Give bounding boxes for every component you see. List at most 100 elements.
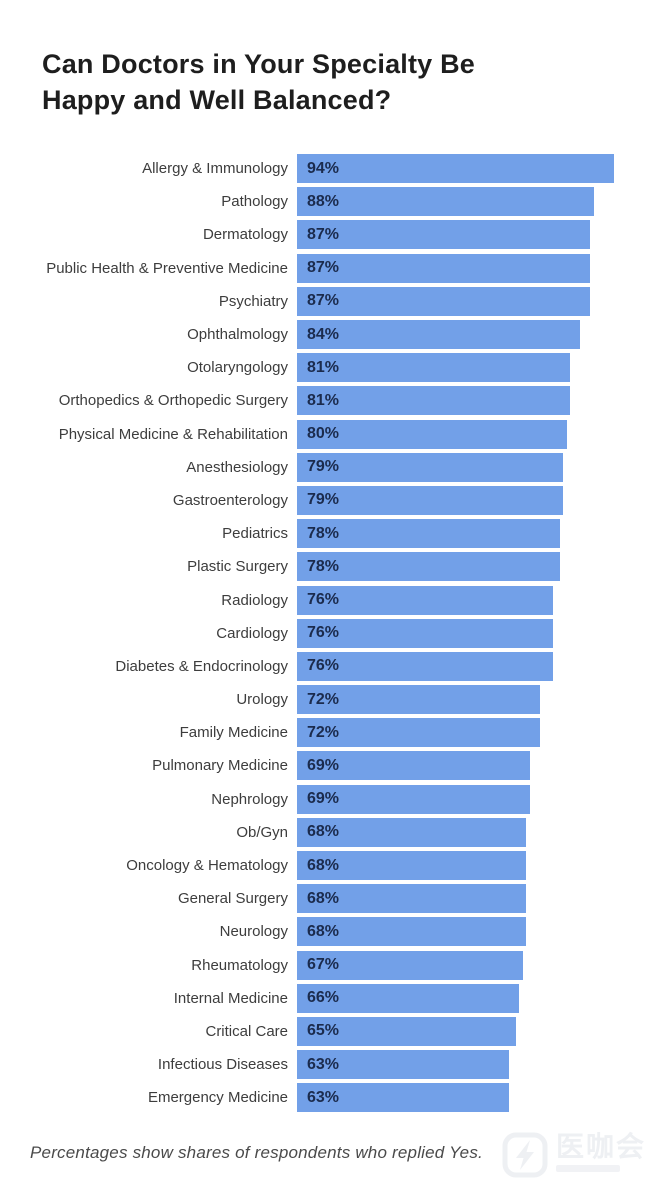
watermark-subtext-strip xyxy=(555,1165,620,1172)
category-label: Physical Medicine & Rehabilitation xyxy=(58,425,288,443)
chart-row: Family Medicine 72% xyxy=(0,716,650,749)
bar: 87% xyxy=(297,253,591,283)
chart-row: Infectious Diseases 63% xyxy=(0,1048,650,1081)
value-label: 76% xyxy=(307,657,340,675)
chart-rows: Allergy & Immunology 94% Pathology 88% D… xyxy=(0,152,650,1114)
bar: 67% xyxy=(297,950,523,980)
bar-track: 79% xyxy=(297,485,634,515)
chart-row: General Surgery 68% xyxy=(0,882,650,915)
chart-row: Pulmonary Medicine 69% xyxy=(0,749,650,782)
value-label: 63% xyxy=(307,1088,340,1106)
category-label: Ob/Gyn xyxy=(236,823,288,841)
chart-row: Critical Care 65% xyxy=(0,1015,650,1048)
value-label: 87% xyxy=(307,292,340,310)
bar-track: 87% xyxy=(297,220,634,250)
bar: 66% xyxy=(297,983,520,1013)
category-label: Infectious Diseases xyxy=(157,1056,288,1074)
chart-row: Dermatology 87% xyxy=(0,218,650,251)
category-label: Radiology xyxy=(221,591,288,609)
bar: 79% xyxy=(297,485,564,515)
value-label: 81% xyxy=(307,391,340,409)
chart-row: Gastroenterology 79% xyxy=(0,484,650,517)
category-label: Family Medicine xyxy=(179,724,288,742)
chart-title: Can Doctors in Your Specialty Be Happy an… xyxy=(42,46,475,118)
chart-row: Rheumatology 67% xyxy=(0,949,650,982)
value-label: 68% xyxy=(307,922,340,940)
chart-row: Physical Medicine & Rehabilitation 80% xyxy=(0,418,650,451)
bar: 65% xyxy=(297,1016,517,1046)
bar-track: 69% xyxy=(297,751,634,781)
bar-track: 87% xyxy=(297,253,634,283)
bar-track: 72% xyxy=(297,718,634,748)
chart-row: Neurology 68% xyxy=(0,915,650,948)
category-label: Ophthalmology xyxy=(187,326,288,344)
value-label: 76% xyxy=(307,591,340,609)
bar-track: 84% xyxy=(297,320,634,350)
category-label: Neurology xyxy=(219,923,288,941)
value-label: 69% xyxy=(307,790,340,808)
category-label: Critical Care xyxy=(205,1022,288,1040)
watermark-text-column: 医咖会 xyxy=(555,1132,646,1172)
category-label: Gastroenterology xyxy=(172,491,288,509)
bar-track: 87% xyxy=(297,286,634,316)
footnote: Percentages show shares of respondents w… xyxy=(30,1143,483,1162)
bar-track: 76% xyxy=(297,585,634,615)
bar-track: 76% xyxy=(297,651,634,681)
bar: 87% xyxy=(297,220,591,250)
category-label: Orthopedics & Orthopedic Surgery xyxy=(58,392,288,410)
chart-row: Ob/Gyn 68% xyxy=(0,816,650,849)
value-label: 66% xyxy=(307,989,340,1007)
bar: 79% xyxy=(297,452,564,482)
chart-row: Allergy & Immunology 94% xyxy=(0,152,650,185)
bar: 69% xyxy=(297,784,530,814)
chart-row: Anesthesiology 79% xyxy=(0,451,650,484)
value-label: 63% xyxy=(307,1055,340,1073)
bar: 72% xyxy=(297,685,540,715)
value-label: 80% xyxy=(307,425,340,443)
bar-track: 81% xyxy=(297,386,634,416)
bar: 68% xyxy=(297,817,527,847)
bar: 68% xyxy=(297,851,527,881)
value-label: 68% xyxy=(307,823,340,841)
bar-track: 68% xyxy=(297,817,634,847)
bar-track: 81% xyxy=(297,353,634,383)
category-label: Plastic Surgery xyxy=(187,558,288,576)
bar: 81% xyxy=(297,386,570,416)
bar-track: 69% xyxy=(297,784,634,814)
value-label: 78% xyxy=(307,524,340,542)
chart-row: Oncology & Hematology 68% xyxy=(0,849,650,882)
value-label: 69% xyxy=(307,756,340,774)
bar: 80% xyxy=(297,419,567,449)
value-label: 72% xyxy=(307,723,340,741)
bar-track: 80% xyxy=(297,419,634,449)
chart-row: Pediatrics 78% xyxy=(0,517,650,550)
bar-track: 68% xyxy=(297,851,634,881)
bar-track: 68% xyxy=(297,917,634,947)
chart-row: Nephrology 69% xyxy=(0,783,650,816)
category-label: Otolaryngology xyxy=(187,359,288,377)
value-label: 67% xyxy=(307,956,340,974)
value-label: 81% xyxy=(307,358,340,376)
bar: 63% xyxy=(297,1083,510,1113)
value-label: 79% xyxy=(307,458,340,476)
bar-track: 79% xyxy=(297,452,634,482)
category-label: Rheumatology xyxy=(191,956,288,974)
watermark: 医咖会 xyxy=(502,1132,646,1178)
bar: 84% xyxy=(297,320,581,350)
chart-row: Public Health & Preventive Medicine 87% xyxy=(0,252,650,285)
bar-track: 67% xyxy=(297,950,634,980)
chart-row: Orthopedics & Orthopedic Surgery 81% xyxy=(0,384,650,417)
bar: 76% xyxy=(297,651,554,681)
value-label: 72% xyxy=(307,690,340,708)
bar-track: 68% xyxy=(297,884,634,914)
bar: 76% xyxy=(297,585,554,615)
bar: 78% xyxy=(297,552,560,582)
value-label: 68% xyxy=(307,856,340,874)
chart-row: Plastic Surgery 78% xyxy=(0,550,650,583)
value-label: 76% xyxy=(307,624,340,642)
chart-row: Otolaryngology 81% xyxy=(0,351,650,384)
value-label: 84% xyxy=(307,325,340,343)
category-label: Pediatrics xyxy=(222,525,288,543)
category-label: Internal Medicine xyxy=(173,989,288,1007)
bar-track: 72% xyxy=(297,685,634,715)
